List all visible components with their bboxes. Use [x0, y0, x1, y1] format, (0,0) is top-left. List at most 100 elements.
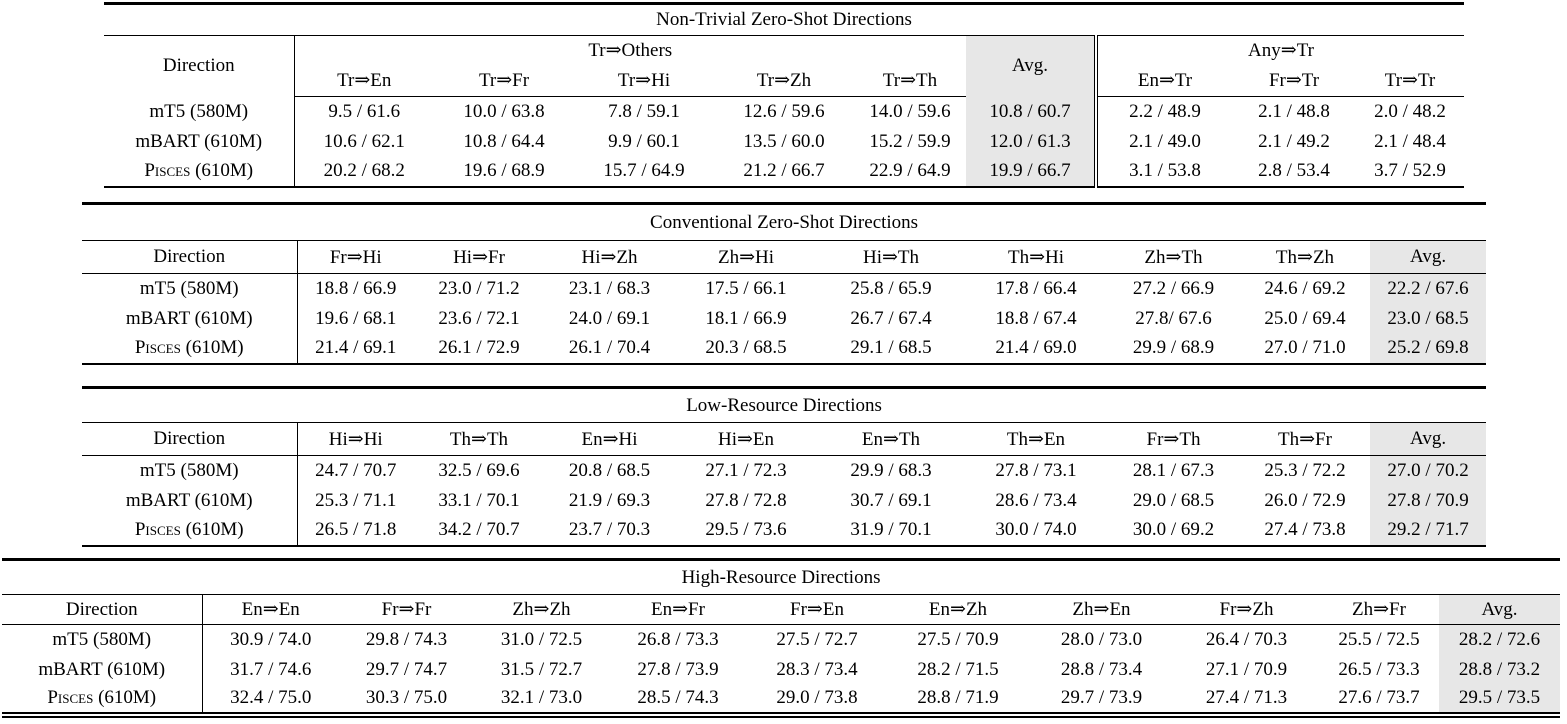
avg-score-cell: 12.0 / 61.3 — [966, 126, 1096, 157]
score-cell: 30.9 / 74.0 — [230, 628, 312, 650]
score-cell: 25.3 / 72.2 — [1264, 459, 1346, 481]
score-cell: 29.0 / 68.5 — [1132, 489, 1215, 511]
column-header-row: Direction Fr⇒Hi Hi⇒Fr Hi⇒Zh Zh⇒Hi Hi⇒Th Th⇒Hi Z… — [82, 240, 1487, 274]
table-row: Pisces (610M) 21.4 / 69.1 26.1 / 72.9 26.1 … — [82, 333, 1487, 364]
score-cell: 31.5 / 72.7 — [500, 658, 583, 680]
score-cell: 27.8 / 73.9 — [637, 658, 719, 680]
direction-header: Direction — [82, 422, 298, 456]
column-header: Th⇒Fr — [1240, 422, 1370, 456]
table-row: Pisces (610M) 26.5 / 71.8 34.2 / 70.7 23.7 … — [82, 515, 1487, 546]
score-cell: 26.1 / 72.9 — [438, 337, 520, 358]
score-cell: 29.9 / 68.3 — [850, 459, 932, 481]
score-cell: 18.1 / 66.9 — [705, 307, 787, 329]
model-label: mBART (610M) — [82, 485, 298, 516]
score-cell: 26.8 / 73.3 — [637, 628, 719, 650]
score-cell: 18.8 / 66.9 — [315, 277, 397, 299]
score-cell: 31.9 / 70.1 — [850, 519, 932, 540]
score-cell: 12.6 / 59.6 — [743, 100, 825, 122]
score-cell: 28.1 / 67.3 — [1132, 459, 1215, 481]
score-cell: 30.0 / 69.2 — [1132, 519, 1215, 540]
score-cell: 33.1 / 70.1 — [438, 489, 520, 511]
column-header: En⇒Hi — [544, 422, 675, 456]
column-header: En⇒Zh — [887, 594, 1029, 625]
score-cell: 25.8 / 65.9 — [850, 277, 932, 299]
column-header-row: Direction Hi⇒Hi Th⇒Th En⇒Hi Hi⇒En En⇒Th Th⇒En F… — [82, 422, 1487, 456]
score-cell: 28.5 / 74.3 — [637, 687, 719, 708]
table-low-resource-directions: Low-Resource Directions Direction Hi⇒Hi Th⇒… — [82, 386, 1487, 547]
score-cell: 25.0 / 69.4 — [1264, 307, 1346, 329]
column-header: En⇒Tr — [1094, 65, 1232, 97]
model-label: Pisces (610M) — [82, 333, 298, 364]
score-cell: 20.2 / 68.2 — [323, 160, 405, 181]
avg-score-cell: 27.8 / 70.9 — [1370, 485, 1487, 516]
score-cell: 27.8/ 67.6 — [1135, 307, 1212, 329]
group-header: Tr⇒Others — [588, 40, 673, 61]
score-cell: 20.3 / 68.5 — [705, 337, 787, 358]
model-label: mT5 (580M) — [82, 455, 298, 486]
score-cell: 23.0 / 71.2 — [438, 277, 520, 299]
score-cell: 31.0 / 72.5 — [500, 628, 583, 650]
avg-score-cell: 10.8 / 60.7 — [966, 96, 1096, 127]
direction-header: Direction — [104, 35, 295, 97]
avg-header: Avg. — [966, 35, 1096, 97]
table-row: Pisces (610M) 20.2 / 68.2 19.6 / 68.9 15.7 … — [104, 156, 1464, 187]
score-cell: 21.4 / 69.0 — [995, 337, 1077, 358]
column-header: En⇒En — [202, 594, 339, 625]
column-header: Hi⇒Zh — [544, 240, 675, 274]
score-cell: 27.0 / 71.0 — [1264, 337, 1346, 358]
column-header: Tr⇒Hi — [574, 65, 714, 97]
avg-header: Avg. — [1439, 594, 1561, 625]
score-cell: 2.0 / 48.2 — [1374, 100, 1446, 122]
score-cell: 21.9 / 69.3 — [568, 489, 651, 511]
table-title-row: Conventional Zero-Shot Directions — [82, 203, 1487, 241]
column-header: Zh⇒Hi — [675, 240, 817, 274]
score-cell: 13.5 / 60.0 — [743, 130, 825, 152]
column-header: Hi⇒Fr — [414, 240, 544, 274]
column-header: Hi⇒Th — [817, 240, 965, 274]
score-cell: 29.1 / 68.5 — [850, 337, 932, 358]
column-header: Th⇒Zh — [1240, 240, 1370, 274]
table-title: Non-Trivial Zero-Shot Directions — [104, 3, 1464, 36]
score-cell: 26.5 / 71.8 — [315, 519, 397, 540]
score-cell: 18.8 / 67.4 — [995, 307, 1077, 329]
score-cell: 28.3 / 73.4 — [776, 658, 858, 680]
model-label: Pisces (610M) — [2, 684, 203, 715]
score-cell: 29.7 / 73.9 — [1060, 687, 1143, 708]
score-cell: 29.9 / 68.9 — [1132, 337, 1215, 358]
avg-score-cell: 28.2 / 72.6 — [1439, 624, 1561, 655]
column-header: En⇒Th — [817, 422, 965, 456]
column-header: Fr⇒Fr — [339, 594, 474, 625]
table-row: mBART (610M) 25.3 / 71.1 33.1 / 70.1 21.9 /… — [82, 485, 1487, 516]
column-header: Fr⇒Tr — [1232, 65, 1356, 97]
score-cell: 30.0 / 74.0 — [995, 519, 1077, 540]
score-cell: 28.8 / 71.9 — [917, 687, 999, 708]
avg-score-cell: 29.5 / 73.5 — [1439, 684, 1561, 715]
score-cell: 32.5 / 69.6 — [438, 459, 520, 481]
avg-score-cell: 22.2 / 67.6 — [1370, 273, 1487, 304]
table-row: mBART (610M) 31.7 / 74.6 29.7 / 74.7 31.5 /… — [2, 654, 1561, 685]
score-cell: 24.7 / 70.7 — [315, 459, 397, 481]
score-cell: 28.8 / 73.4 — [1060, 658, 1143, 680]
avg-score-cell: 29.2 / 71.7 — [1370, 515, 1487, 546]
avg-header: Avg. — [1370, 422, 1487, 456]
score-cell: 15.7 / 64.9 — [603, 160, 685, 181]
column-header: Th⇒Th — [414, 422, 544, 456]
score-cell: 7.8 / 59.1 — [608, 100, 680, 122]
score-cell: 30.3 / 75.0 — [365, 687, 448, 708]
column-header-row: Tr⇒En Tr⇒Fr Tr⇒Hi Tr⇒Zh Tr⇒Th En⇒Tr Fr⇒Tr Tr⇒Tr — [104, 65, 1464, 97]
avg-score-cell: 23.0 / 68.5 — [1370, 303, 1487, 334]
avg-header: Avg. — [1370, 240, 1487, 274]
score-cell: 17.5 / 66.1 — [705, 277, 787, 299]
score-cell: 27.2 / 66.9 — [1132, 277, 1215, 299]
column-header: Zh⇒Zh — [474, 594, 609, 625]
group-header: Any⇒Tr — [1094, 35, 1464, 65]
table-row: mT5 (580M) 24.7 / 70.7 32.5 / 69.6 20.8 / 6… — [82, 455, 1487, 486]
avg-score-cell: 28.8 / 73.2 — [1439, 654, 1561, 685]
score-cell: 34.2 / 70.7 — [438, 519, 520, 540]
score-cell: 2.1 / 48.8 — [1258, 100, 1330, 122]
score-cell: 23.6 / 72.1 — [438, 307, 520, 329]
score-cell: 17.8 / 66.4 — [995, 277, 1077, 299]
table-conventional-zero-shot-directions: Conventional Zero-Shot Directions Directi… — [82, 202, 1487, 365]
results-table: Low-Resource Directions Direction Hi⇒Hi Th⇒… — [82, 386, 1487, 547]
score-cell: 21.4 / 69.1 — [315, 337, 397, 358]
